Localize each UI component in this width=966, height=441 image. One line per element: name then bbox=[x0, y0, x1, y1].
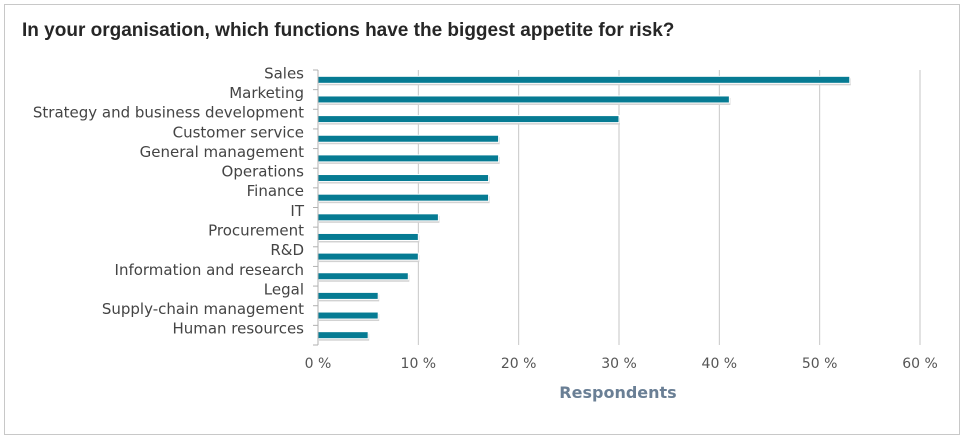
category-label: Legal bbox=[264, 280, 304, 298]
x-tick-label: 10 % bbox=[401, 356, 437, 372]
bar bbox=[317, 174, 490, 183]
category-label: Supply-chain management bbox=[102, 300, 304, 318]
x-tick-label: 30 % bbox=[601, 356, 637, 372]
bar bbox=[317, 115, 620, 124]
bar bbox=[317, 134, 500, 143]
gridlines bbox=[417, 70, 921, 345]
bar bbox=[317, 331, 369, 340]
bars bbox=[317, 75, 851, 341]
x-tick-label: 20 % bbox=[501, 356, 537, 372]
category-label: Strategy and business development bbox=[33, 104, 304, 122]
bar bbox=[317, 232, 419, 241]
category-label: Marketing bbox=[229, 84, 304, 102]
bar bbox=[317, 193, 490, 202]
x-tick-labels: 0 % 10 % 20 % 30 % 40 % 50 % 60 % bbox=[305, 356, 938, 372]
axes bbox=[313, 69, 319, 346]
category-labels: Sales Marketing Strategy and business deve… bbox=[33, 64, 305, 337]
x-tick-label: 0 % bbox=[305, 356, 332, 372]
x-tick-label: 60 % bbox=[902, 356, 938, 372]
bar bbox=[317, 252, 419, 261]
category-label: Customer service bbox=[173, 123, 304, 141]
bar bbox=[317, 75, 851, 84]
category-label: IT bbox=[290, 202, 304, 220]
category-label: General management bbox=[140, 143, 304, 161]
bar bbox=[317, 95, 730, 104]
bar bbox=[317, 154, 500, 163]
category-label: Finance bbox=[247, 182, 304, 200]
category-label: R&D bbox=[270, 241, 304, 259]
bar bbox=[317, 213, 439, 222]
x-axis-title: Respondents bbox=[559, 383, 676, 402]
bar bbox=[317, 272, 409, 281]
category-label: Human resources bbox=[172, 320, 304, 338]
category-label: Operations bbox=[222, 163, 305, 181]
bar bbox=[317, 311, 379, 320]
category-label: Sales bbox=[264, 64, 304, 82]
category-label: Procurement bbox=[208, 221, 304, 239]
x-tick-label: 40 % bbox=[702, 356, 738, 372]
category-label: Information and research bbox=[115, 261, 304, 279]
chart-title: In your organisation, which functions ha… bbox=[22, 20, 675, 41]
x-tick-label: 50 % bbox=[802, 356, 838, 372]
bar bbox=[317, 291, 379, 300]
